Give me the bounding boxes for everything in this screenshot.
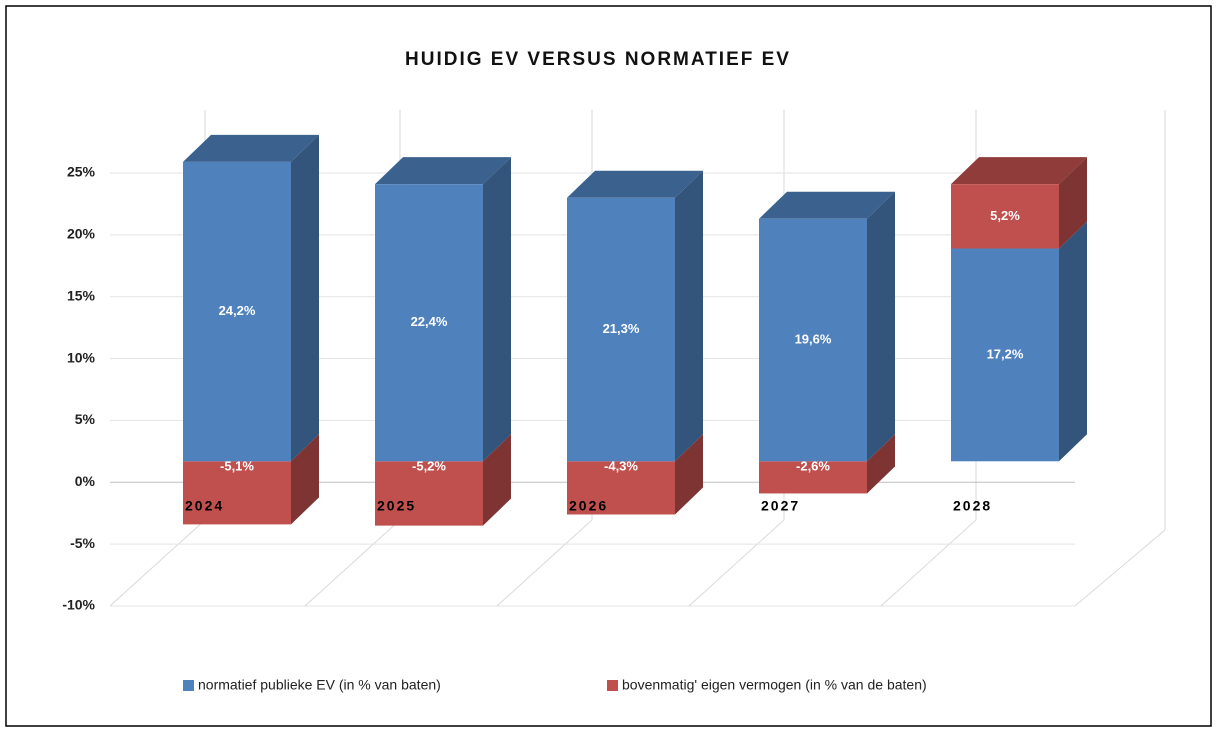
bar-side bbox=[867, 434, 895, 494]
x-tick-label: 2026 bbox=[569, 498, 608, 514]
legend-swatch bbox=[183, 680, 194, 691]
x-tick-label: 2027 bbox=[761, 498, 800, 514]
y-tick-label: 20% bbox=[67, 226, 96, 242]
y-tick-label: 15% bbox=[67, 287, 96, 303]
data-label: 17,2% bbox=[987, 346, 1024, 361]
bar bbox=[567, 197, 675, 462]
legend-label: bovenmatig' eigen vermogen (in % van de … bbox=[622, 677, 927, 693]
y-tick-label: 10% bbox=[67, 349, 96, 365]
data-label: 21,3% bbox=[603, 321, 640, 336]
bar-top bbox=[567, 170, 703, 198]
bar bbox=[375, 461, 483, 526]
data-label: 24,2% bbox=[219, 303, 256, 318]
y-tick-label: 0% bbox=[75, 473, 96, 489]
bar-side bbox=[1059, 157, 1087, 249]
bar-top bbox=[951, 157, 1087, 185]
legend-swatch bbox=[607, 680, 618, 691]
x-tick-label: 2024 bbox=[185, 498, 224, 514]
bar bbox=[567, 461, 675, 515]
chart-title: HUIDIG EV VERSUS NORMATIEF EV bbox=[405, 49, 791, 70]
bar bbox=[759, 218, 867, 462]
y-tick-label: 25% bbox=[67, 164, 96, 180]
bar-side bbox=[675, 434, 703, 515]
data-label: -2,6% bbox=[796, 459, 830, 474]
bar-side bbox=[1059, 221, 1087, 462]
bar bbox=[183, 161, 291, 462]
bar bbox=[951, 248, 1059, 462]
data-label: -5,2% bbox=[412, 459, 446, 474]
bar-side bbox=[867, 191, 895, 462]
bar-top bbox=[375, 157, 511, 185]
bar-top bbox=[183, 134, 319, 162]
x-tick-label: 2025 bbox=[377, 498, 416, 514]
bar-top bbox=[759, 191, 895, 219]
bar-side bbox=[291, 134, 319, 462]
bar-side bbox=[291, 434, 319, 525]
bar bbox=[759, 461, 867, 494]
data-label: -4,3% bbox=[604, 459, 638, 474]
bar bbox=[951, 184, 1059, 249]
bar bbox=[375, 184, 483, 462]
data-label: -5,1% bbox=[220, 459, 254, 474]
data-label: 19,6% bbox=[795, 331, 832, 346]
y-tick-label: -5% bbox=[70, 535, 95, 551]
legend-label: normatief publieke EV (in % van baten) bbox=[198, 677, 441, 693]
x-tick-label: 2028 bbox=[953, 498, 992, 514]
bar-side bbox=[675, 170, 703, 462]
bar bbox=[183, 461, 291, 525]
y-tick-label: -10% bbox=[62, 597, 95, 613]
data-label: 5,2% bbox=[990, 208, 1020, 223]
bar-side bbox=[483, 434, 511, 526]
y-tick-label: 5% bbox=[75, 411, 96, 427]
bar-side bbox=[483, 157, 511, 462]
data-label: 22,4% bbox=[411, 314, 448, 329]
